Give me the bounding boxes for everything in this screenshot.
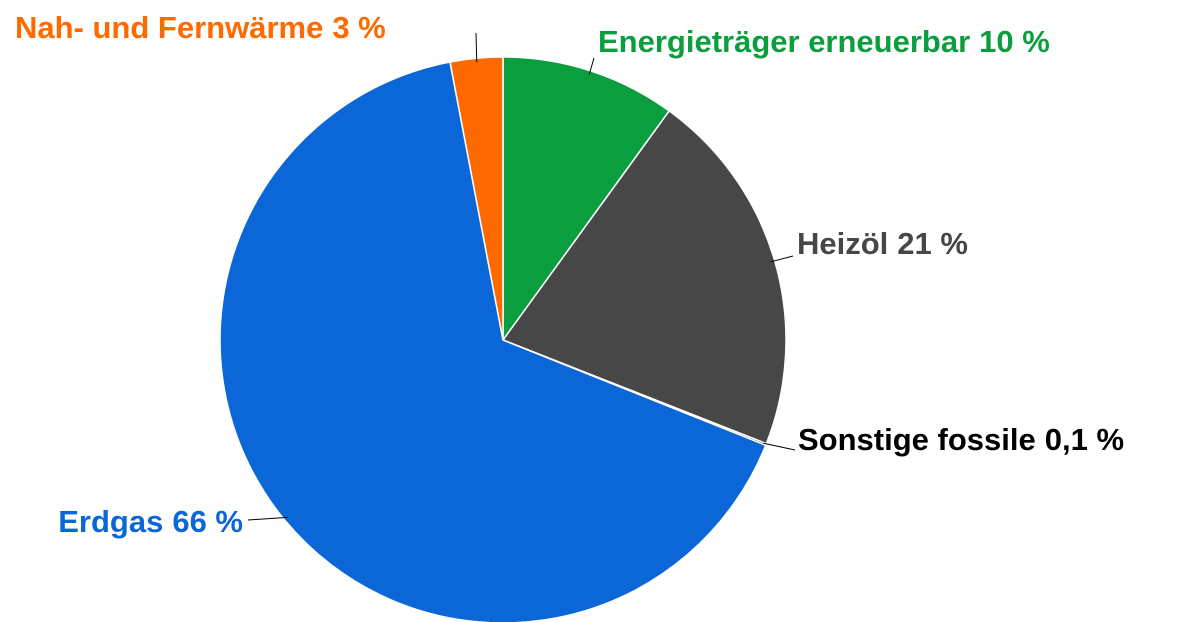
slice-label: Sonstige fossile 0,1 %	[798, 422, 1124, 457]
slice-label: Erdgas 66 %	[58, 504, 243, 539]
leader-line	[475, 32, 478, 63]
slice-name: Erdgas	[58, 504, 163, 539]
slice-label: Energieträger erneuerbar 10 %	[598, 24, 1050, 59]
leader-line	[588, 57, 595, 75]
pie-slice	[219, 61, 767, 622]
slice-label: Heizöl 21 %	[797, 226, 968, 261]
leader-line	[770, 255, 794, 263]
slice-name: Heizöl	[797, 226, 888, 261]
slice-name: Sonstige fossile	[798, 422, 1036, 457]
leader-line	[247, 516, 288, 521]
slice-value: 66 %	[172, 504, 243, 539]
slice-value: 0,1 %	[1045, 422, 1124, 457]
slice-value: 3 %	[332, 10, 385, 45]
leader-line	[762, 442, 796, 451]
slice-value: 10 %	[979, 24, 1050, 59]
slice-value: 21 %	[897, 226, 968, 261]
slice-name: Energieträger erneuerbar	[598, 24, 970, 59]
slice-name: Nah- und Fernwärme	[15, 10, 323, 45]
slice-label: Nah- und Fernwärme 3 %	[15, 10, 386, 45]
